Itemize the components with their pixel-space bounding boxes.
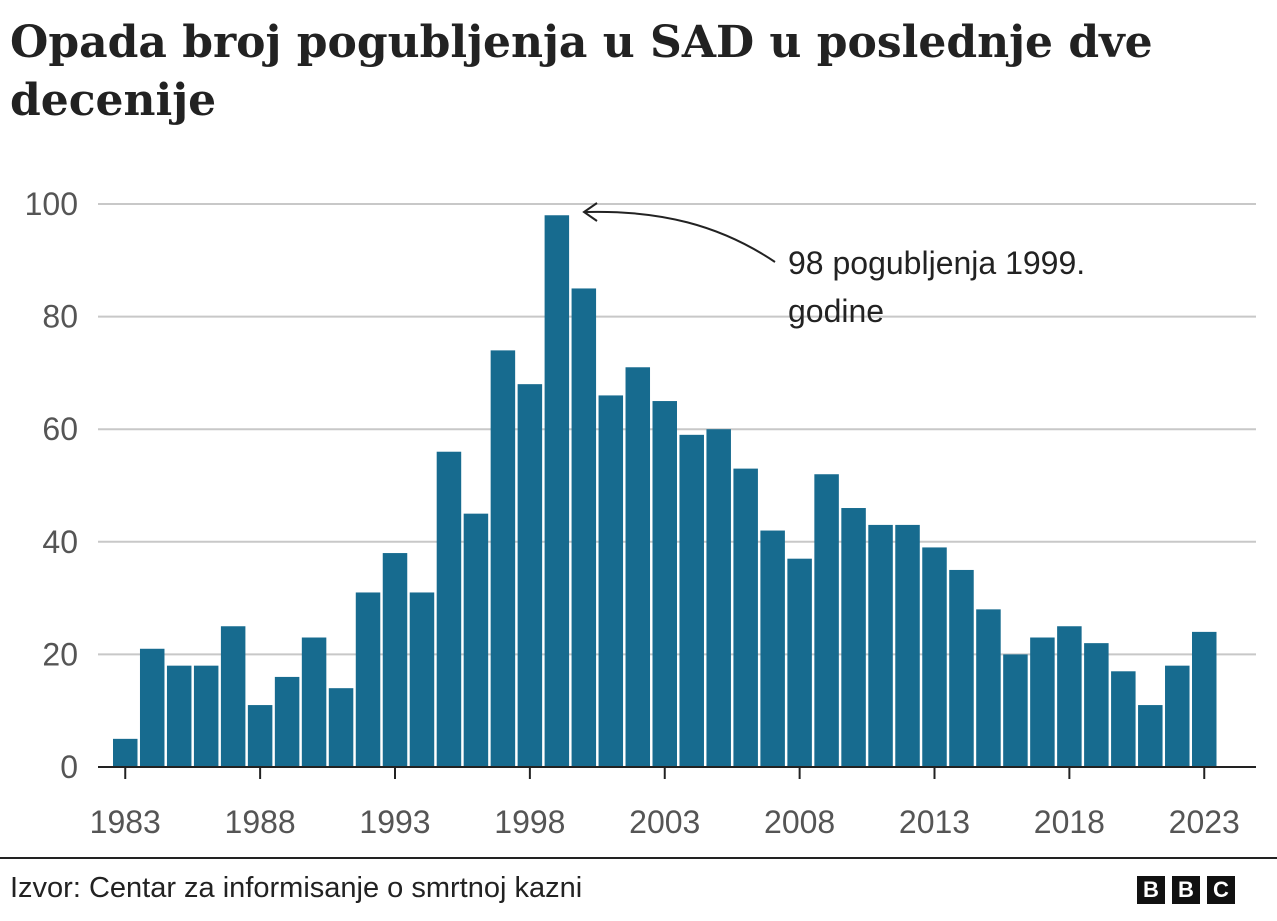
bar-2003 <box>652 401 677 767</box>
bar-1987 <box>220 626 246 767</box>
x-tick-label: 1993 <box>359 804 430 840</box>
bar-2009 <box>814 474 839 767</box>
x-tick-label: 2003 <box>629 804 700 840</box>
y-tick-label: 40 <box>42 524 78 560</box>
bar-2000 <box>571 288 597 767</box>
x-tick-label: 2013 <box>899 804 970 840</box>
bar-1986 <box>193 665 219 767</box>
x-tick-label: 1983 <box>90 804 161 840</box>
bar-chart: 0 20 40 60 80 100 1983 1988 1993 1998 2003 2008 2013… <box>25 186 1256 840</box>
bar-2005 <box>706 429 731 767</box>
footer-divider <box>0 857 1277 859</box>
bar-2010 <box>841 508 866 767</box>
bar-2006 <box>733 468 758 767</box>
bar-2016 <box>1003 654 1028 767</box>
bar-1990 <box>301 637 327 767</box>
bar-2015 <box>976 609 1001 767</box>
bar-2020 <box>1111 671 1136 767</box>
bar-1984 <box>139 648 165 767</box>
bar-1993 <box>382 553 408 767</box>
annotation-line-1: 98 pogubljenja 1999. <box>788 245 1085 281</box>
bar-1991 <box>328 688 354 767</box>
x-tick-label: 1998 <box>494 804 565 840</box>
bar-2021 <box>1138 705 1163 767</box>
bar-1992 <box>355 592 381 767</box>
x-tick-label: 2018 <box>1034 804 1105 840</box>
bar-2017 <box>1030 637 1055 767</box>
y-tick-label: 20 <box>42 636 78 672</box>
bar-2013 <box>922 547 947 767</box>
annotation-line-2: godine <box>788 293 884 329</box>
bar-2004 <box>679 434 704 767</box>
x-tick-label: 1988 <box>225 804 296 840</box>
bar-1994 <box>409 592 435 767</box>
logo-letter: B <box>1137 876 1165 904</box>
y-tick-label: 60 <box>42 411 78 447</box>
annotation-arrowhead <box>582 202 598 222</box>
bar-1997 <box>490 350 516 767</box>
chart-title: Opada broj pogubljenja u SAD u poslednje… <box>10 17 1153 126</box>
logo-letter: B <box>1172 876 1200 904</box>
bar-2018 <box>1057 626 1082 767</box>
bar-2007 <box>760 530 785 767</box>
bar-2008 <box>787 558 812 767</box>
bar-2014 <box>949 569 974 767</box>
bar-2001 <box>598 395 624 767</box>
bbc-logo: B B C <box>1137 876 1235 904</box>
bar-2002 <box>625 367 651 767</box>
bar-1989 <box>274 676 300 767</box>
bar-1985 <box>166 665 192 767</box>
annotation-arrow <box>584 210 776 263</box>
bar-1995 <box>436 451 462 767</box>
y-tick-label: 80 <box>42 299 78 335</box>
bar-1996 <box>463 513 489 767</box>
bar-1988 <box>247 705 273 767</box>
logo-letter: C <box>1207 876 1235 904</box>
bar-2019 <box>1084 643 1109 767</box>
bar-2023 <box>1192 631 1217 767</box>
bar-2012 <box>895 524 920 767</box>
bar-1998 <box>517 384 543 767</box>
y-tick-label: 0 <box>60 749 78 785</box>
x-tick-label: 2023 <box>1169 804 1240 840</box>
y-tick-label: 100 <box>25 186 78 222</box>
source-note: Izvor: Centar za informisanje o smrtnoj … <box>10 872 583 904</box>
bar-1983 <box>113 738 138 767</box>
bar-2011 <box>868 524 893 767</box>
bar-1999 <box>544 215 570 767</box>
bar-2022 <box>1165 665 1190 767</box>
x-tick-label: 2008 <box>764 804 835 840</box>
